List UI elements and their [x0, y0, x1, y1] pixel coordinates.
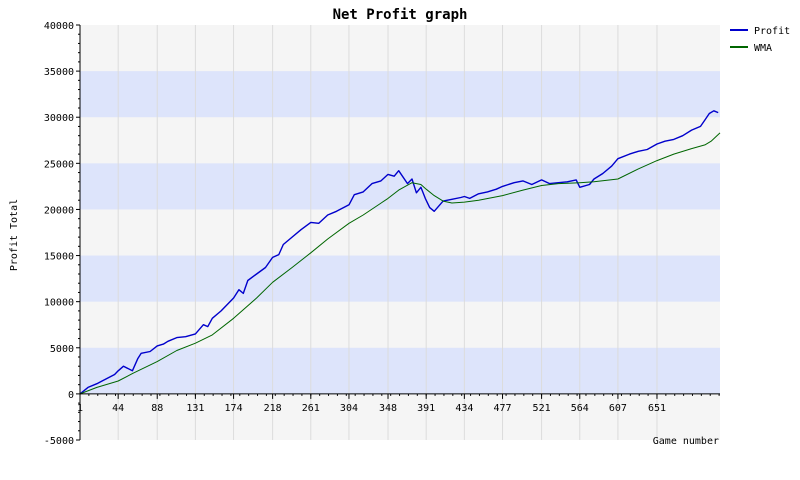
y-tick-label: -5000 — [44, 436, 74, 447]
legend: Profit WMA — [730, 26, 790, 54]
x-tick-label: 1 — [77, 403, 83, 414]
series-line-wma — [79, 132, 721, 395]
x-tick-label: 607 — [609, 403, 627, 414]
y-tick-label: 40000 — [44, 21, 74, 32]
series-line-profit — [79, 110, 719, 395]
y-axis-label: Profit Total — [9, 199, 20, 271]
x-ticks: 1 44 88 131 174 218 261 304 348 391 434 477 521 564 60… — [77, 393, 720, 414]
x-tick-label: 131 — [186, 403, 204, 414]
band-10000 — [80, 255, 720, 302]
x-tick-label: 391 — [417, 403, 435, 414]
band-30000 — [80, 71, 720, 118]
horizontal-bands — [80, 71, 720, 394]
x-tick-label: 304 — [340, 403, 358, 414]
y-tick-label: 5000 — [50, 344, 74, 355]
x-tick-label: 434 — [455, 403, 473, 414]
band-20000 — [80, 163, 720, 210]
x-tick-label: 564 — [571, 403, 589, 414]
x-tick-label: 521 — [533, 403, 551, 414]
y-tick-label: 15000 — [44, 252, 74, 263]
x-tick-label: 218 — [264, 403, 282, 414]
legend-profit-label: Profit — [754, 26, 790, 37]
y-tick-label: 0 — [68, 390, 74, 401]
band-0 — [80, 347, 720, 394]
x-tick-label: 651 — [648, 403, 666, 414]
y-ticks: -5000 0 5000 10000 15000 20000 25000 30000 35000… — [44, 21, 80, 447]
y-tick-label: 20000 — [44, 205, 74, 216]
x-tick-label: 174 — [225, 403, 243, 414]
y-tick-label: 25000 — [44, 159, 74, 170]
legend-wma-label: WMA — [754, 43, 772, 54]
series-layer — [79, 110, 721, 395]
vertical-gridlines — [79, 25, 658, 440]
x-tick-label: 477 — [493, 403, 511, 414]
x-tick-label: 348 — [379, 403, 397, 414]
x-axis-label: Game number — [653, 436, 719, 447]
y-tick-label: 35000 — [44, 67, 74, 78]
x-tick-label: 88 — [151, 403, 163, 414]
y-tick-label: 30000 — [44, 113, 74, 124]
y-tick-label: 10000 — [44, 298, 74, 309]
chart-title: Net Profit graph — [333, 7, 468, 23]
x-tick-label: 44 — [112, 403, 124, 414]
x-tick-label: 261 — [302, 403, 320, 414]
